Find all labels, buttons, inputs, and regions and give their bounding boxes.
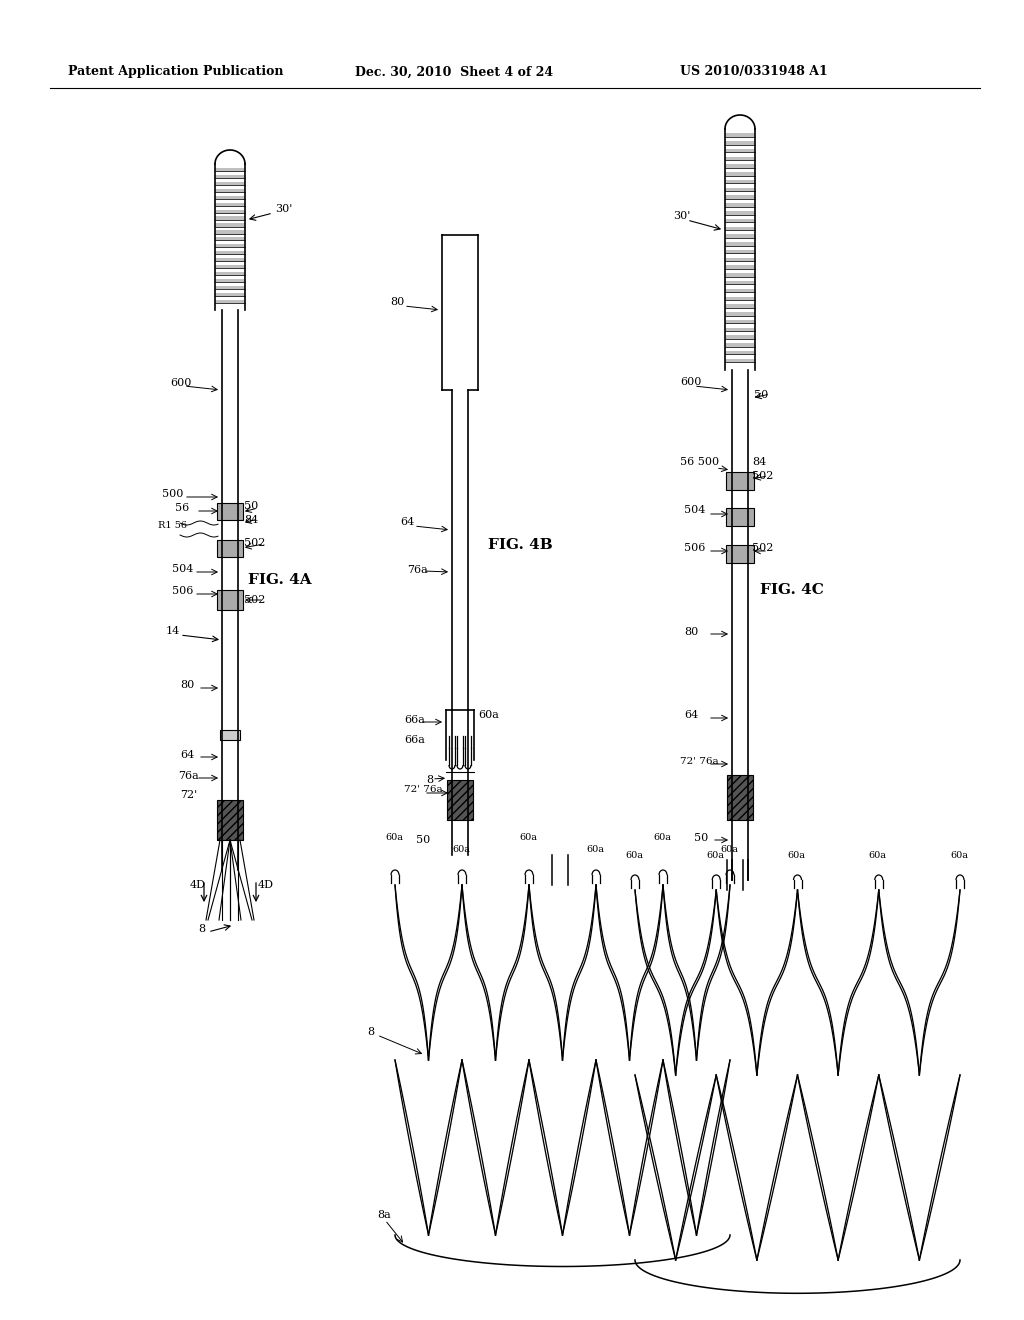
- Text: 50: 50: [754, 389, 768, 400]
- Text: 4D: 4D: [258, 880, 274, 890]
- Bar: [217, 503, 243, 520]
- Text: 64: 64: [400, 517, 415, 527]
- Bar: [217, 800, 243, 840]
- Text: 14: 14: [166, 626, 180, 636]
- Text: 4D: 4D: [190, 880, 206, 890]
- Text: 60a: 60a: [707, 850, 724, 859]
- Text: 76a: 76a: [178, 771, 199, 781]
- Text: 8: 8: [426, 775, 433, 785]
- Text: 66a: 66a: [404, 715, 425, 725]
- Text: R1 56: R1 56: [158, 520, 187, 529]
- Bar: [217, 590, 243, 610]
- Bar: [220, 730, 240, 741]
- Text: 64: 64: [180, 750, 195, 760]
- Text: 72' 76a: 72' 76a: [680, 758, 719, 767]
- Text: US 2010/0331948 A1: US 2010/0331948 A1: [680, 66, 827, 78]
- Text: 506: 506: [684, 543, 706, 553]
- Text: 60a: 60a: [868, 850, 887, 859]
- Text: 60a: 60a: [478, 710, 499, 719]
- Text: 64: 64: [684, 710, 698, 719]
- Text: 56: 56: [175, 503, 189, 513]
- Bar: [727, 775, 753, 820]
- Text: 60a: 60a: [625, 850, 643, 859]
- Bar: [447, 780, 473, 820]
- Text: 72' 76a: 72' 76a: [404, 785, 442, 795]
- Text: 80: 80: [684, 627, 698, 638]
- Text: 50: 50: [244, 502, 258, 511]
- Text: 504: 504: [684, 506, 706, 515]
- Bar: [726, 545, 754, 564]
- Text: Dec. 30, 2010  Sheet 4 of 24: Dec. 30, 2010 Sheet 4 of 24: [355, 66, 553, 78]
- Text: 60a: 60a: [653, 833, 671, 842]
- Text: 502: 502: [244, 539, 265, 548]
- Text: 76a: 76a: [407, 565, 428, 576]
- Text: 84: 84: [752, 457, 766, 467]
- Text: FIG. 4B: FIG. 4B: [488, 539, 553, 552]
- Text: 80: 80: [390, 297, 404, 308]
- Bar: [217, 540, 243, 557]
- Text: 502: 502: [752, 543, 773, 553]
- Bar: [726, 508, 754, 525]
- Text: 8: 8: [367, 1027, 374, 1038]
- Text: FIG. 4C: FIG. 4C: [760, 583, 824, 597]
- Text: FIG. 4A: FIG. 4A: [248, 573, 311, 587]
- Text: 60a: 60a: [385, 833, 403, 842]
- Text: 50: 50: [416, 836, 430, 845]
- Text: 600: 600: [170, 378, 191, 388]
- Text: 60a: 60a: [950, 850, 968, 859]
- Text: 60a: 60a: [720, 845, 738, 854]
- Text: 30': 30': [275, 205, 293, 214]
- Bar: [726, 473, 754, 490]
- Text: 502: 502: [752, 471, 773, 480]
- Text: 600: 600: [680, 378, 701, 387]
- Text: Patent Application Publication: Patent Application Publication: [68, 66, 284, 78]
- Text: 72': 72': [180, 789, 198, 800]
- Text: 60a: 60a: [586, 845, 604, 854]
- Text: 84: 84: [244, 515, 258, 525]
- Text: 8: 8: [198, 924, 205, 935]
- Text: 60a: 60a: [452, 845, 470, 854]
- Text: 8a: 8a: [377, 1210, 391, 1220]
- Text: 506: 506: [172, 586, 194, 597]
- Text: 500: 500: [162, 488, 183, 499]
- Text: 50: 50: [694, 833, 709, 843]
- Text: 60a: 60a: [519, 833, 537, 842]
- Text: 66a: 66a: [404, 735, 425, 744]
- Text: 30': 30': [673, 211, 690, 220]
- Text: 60a: 60a: [787, 850, 806, 859]
- Text: 504: 504: [172, 564, 194, 574]
- Text: 80: 80: [180, 680, 195, 690]
- Text: 56 500: 56 500: [680, 457, 719, 467]
- Text: 502: 502: [244, 595, 265, 605]
